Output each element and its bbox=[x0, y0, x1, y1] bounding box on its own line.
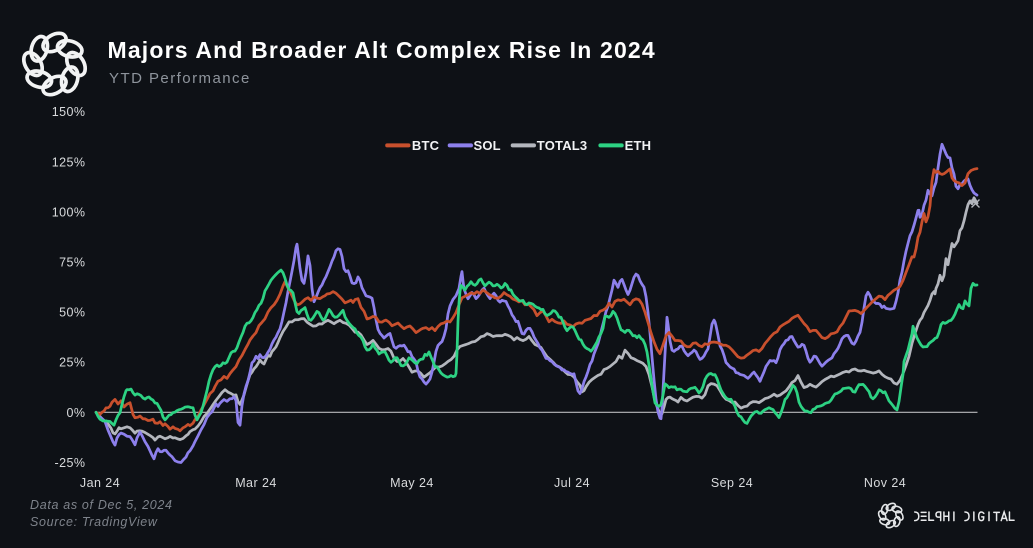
svg-text:125%: 125% bbox=[52, 155, 86, 169]
svg-text:150%: 150% bbox=[52, 105, 86, 119]
svg-text:SOL: SOL bbox=[474, 138, 501, 153]
svg-text:ETH: ETH bbox=[625, 138, 652, 153]
svg-text:-25%: -25% bbox=[55, 456, 86, 470]
svg-text:Sep 24: Sep 24 bbox=[711, 476, 753, 490]
svg-text:50%: 50% bbox=[59, 306, 85, 320]
svg-text:TOTAL3: TOTAL3 bbox=[537, 138, 588, 153]
svg-text:Jul 24: Jul 24 bbox=[554, 476, 590, 490]
svg-text:25%: 25% bbox=[59, 356, 85, 370]
svg-text:Mar 24: Mar 24 bbox=[235, 476, 277, 490]
svg-text:May 24: May 24 bbox=[390, 476, 434, 490]
svg-text:0%: 0% bbox=[67, 406, 86, 420]
svg-text:Nov 24: Nov 24 bbox=[864, 476, 906, 490]
svg-text:75%: 75% bbox=[59, 256, 85, 270]
svg-text:100%: 100% bbox=[52, 205, 86, 219]
svg-text:Jan 24: Jan 24 bbox=[80, 476, 120, 490]
svg-text:BTC: BTC bbox=[412, 138, 440, 153]
